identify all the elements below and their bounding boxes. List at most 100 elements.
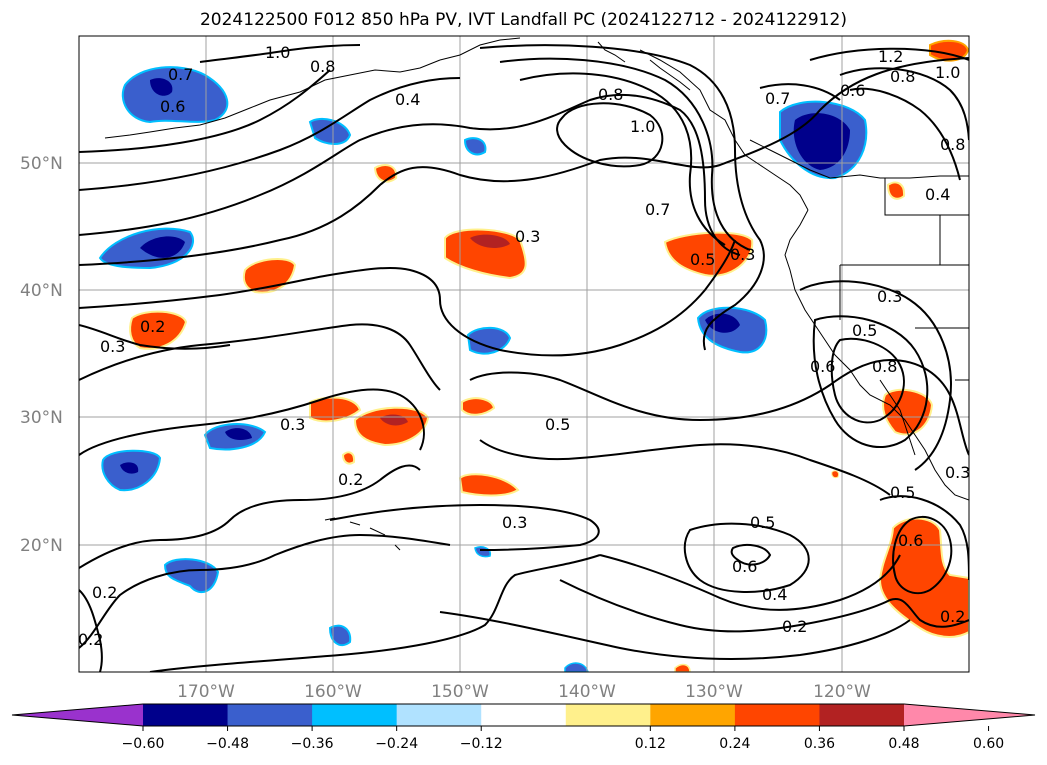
contour-label: 0.6 [160,97,185,116]
shade-pos [663,231,754,277]
colorbar-bin [312,704,398,726]
shade-neg [466,326,512,355]
lon-tick-label: 140°W [558,682,616,702]
contour-line [199,44,361,63]
positive-anomaly-shading [129,39,969,672]
contour-line [556,102,664,168]
shade-neg [564,662,589,672]
contour-label: 0.6 [898,531,923,550]
lat-tick-label: 20°N [20,536,63,556]
contour-label: 0.8 [598,85,623,104]
contour-line [599,554,901,611]
colorbar-bin [481,704,567,726]
lat-lon-grid [79,36,969,672]
contour-line [79,69,331,153]
contour-label: 0.3 [945,463,970,482]
contour-line [79,77,461,191]
pv-contours [79,44,969,672]
shade-neg [793,113,850,170]
colorbar-tick-label: 0.60 [973,736,1004,752]
shade-pos [458,473,520,497]
colorbar-bin [819,704,905,726]
contour-label: 0.2 [338,470,363,489]
contour-line [519,72,726,246]
shade-pos [461,397,496,416]
contour-label: 0.3 [730,245,755,264]
contour-line [79,239,736,357]
shade-neg [150,78,173,96]
lon-tick-label: 170°W [177,682,235,702]
contour-label: 0.4 [762,585,787,604]
shade-neg [225,428,252,440]
contour-line [479,439,891,496]
colorbar-tick-label: 0.48 [888,736,919,752]
contour-labels: 1.0 0.8 0.7 0.6 0.4 0.8 1.0 0.7 1.2 0.8 … [79,43,970,649]
contour-label: 0.5 [690,250,715,269]
shade-pos [831,470,839,479]
colorbar-extend-high [904,704,1035,726]
contour-label: 0.3 [280,415,305,434]
lon-tick-label: 150°W [431,682,489,702]
contour-label: 0.2 [940,607,965,626]
lat-tick-label: 30°N [20,408,63,428]
coastlines [104,37,969,551]
contour-label: 0.5 [545,415,570,434]
contour-line [79,324,231,350]
colorbar-bin [565,704,651,726]
contour-label: 1.0 [935,63,960,82]
contour-line [149,554,601,672]
contour-label: 0.3 [502,513,527,532]
shade-pos [341,451,356,465]
colorbar-bin [396,704,482,726]
shade-pos [674,663,691,672]
contour-line [79,589,103,672]
lat-tick-label: 40°N [20,281,63,301]
lat-tick-label: 50°N [20,154,63,174]
shade-pos [886,181,906,200]
contour-line [329,503,600,551]
negative-anomaly-shading [98,66,868,672]
contour-label: 0.6 [840,81,865,100]
contour-line [799,280,952,471]
contour-label: 1.0 [265,43,290,62]
contour-line [809,47,969,61]
contour-label: 0.8 [940,135,965,154]
contour-label: 1.2 [878,47,903,66]
contour-line [79,57,969,266]
colorbar-tick-label: −0.12 [460,736,503,752]
contour-line [839,67,969,141]
contour-label: 0.8 [872,357,897,376]
contour-label: 0.6 [732,557,757,576]
contour-line [830,337,905,424]
colorbar-extend-low [12,704,143,726]
contour-label: 0.7 [765,89,790,108]
contour-label: 0.5 [750,513,775,532]
shade-neg [463,137,487,156]
map-title: 2024122500 F012 850 hPa PV, IVT Landfall… [199,10,847,30]
contour-label: 0.3 [515,227,540,246]
shade-neg [120,462,139,474]
contour-line [892,515,953,595]
colorbar: −0.60 −0.48 −0.36 −0.24 −0.12 0.12 0.24 0.36 0.4… [11,703,1036,752]
shade-neg [121,66,229,124]
colorbar-tick-label: −0.60 [122,736,165,752]
colorbar-bin [650,704,736,726]
shade-pos [470,234,510,248]
lon-tick-label: 130°W [685,682,743,702]
shade-pos [129,310,188,350]
contour-label: 0.5 [852,321,877,340]
contour-line [759,83,841,101]
contour-label: 0.5 [890,483,915,502]
contour-label: 0.6 [810,357,835,376]
contour-line [439,611,911,661]
map-frame [78,35,970,673]
contour-label: 0.2 [140,317,165,336]
contour-label: 0.7 [645,200,670,219]
latitude-labels: 50°N 40°N 30°N 20°N [20,154,63,556]
contour-label: 0.4 [395,90,420,109]
contour-label: 0.8 [310,57,335,76]
contour-label: 0.3 [877,287,902,306]
contour-line [479,44,765,351]
contour-label: 0.8 [890,67,915,86]
